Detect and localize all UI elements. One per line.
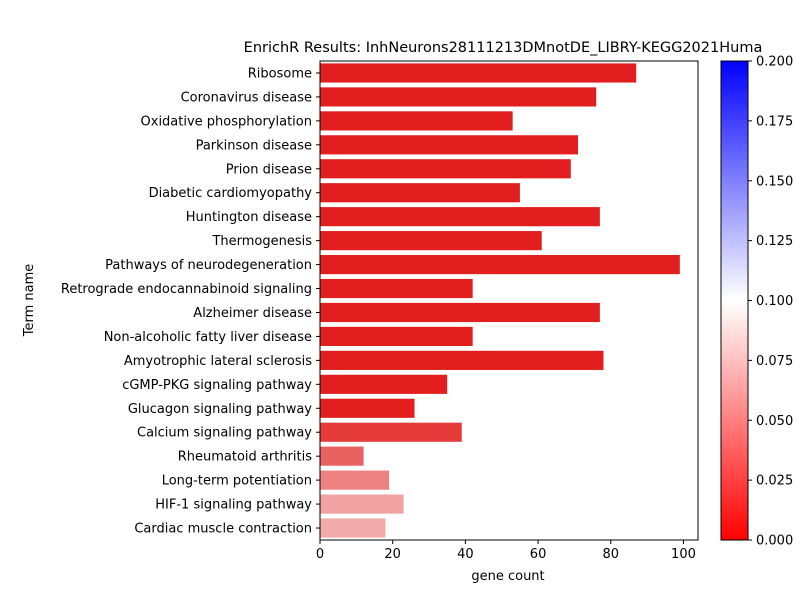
colorbar: 0.000 0.025 0.050 0.075 0.100 0.125 0.150 0.175… xyxy=(720,55,793,549)
bars-layer xyxy=(320,63,680,538)
y-tick-label: Diabetic cardiomyopathy xyxy=(149,186,313,201)
bar xyxy=(320,159,571,179)
plot-frame xyxy=(319,60,699,541)
bar xyxy=(320,231,542,251)
bar xyxy=(320,278,473,299)
bar xyxy=(320,254,680,275)
bar xyxy=(320,111,513,131)
y-tick-label: Non-alcoholic fatty liver disease xyxy=(104,330,312,345)
axes-layer: Ribosome Coronavirus disease Oxidative pho… xyxy=(61,60,699,562)
bar xyxy=(320,422,462,442)
y-tick-label: Retrograde endocannabinoid signaling xyxy=(61,282,312,297)
x-tick-label: 20 xyxy=(384,547,401,562)
y-tick-label: cGMP-PKG signaling pathway xyxy=(122,378,312,393)
bar xyxy=(320,87,597,107)
y-tick-label: Thermogenesis xyxy=(211,234,312,249)
colorbar-tick-label: 0.100 xyxy=(756,294,793,309)
colorbar-tick-label: 0.200 xyxy=(756,55,793,70)
colorbar-tick-label: 0.000 xyxy=(756,534,793,549)
y-axis-label: Term name xyxy=(22,264,37,338)
x-tick-label: 80 xyxy=(602,547,619,562)
y-tick-label: Calcium signaling pathway xyxy=(137,426,312,441)
y-tick-label: Cardiac muscle contraction xyxy=(134,522,312,537)
y-tick-label: Parkinson disease xyxy=(196,138,312,153)
bar xyxy=(320,207,600,227)
colorbar-tick-label: 0.050 xyxy=(756,414,793,429)
bar xyxy=(320,446,364,466)
bar xyxy=(320,518,386,538)
x-axis-label: gene count xyxy=(471,569,544,584)
bar xyxy=(320,135,579,155)
chart-title: EnrichR Results: InhNeurons28111213DMnot… xyxy=(244,40,763,56)
colorbar-gradient xyxy=(720,60,749,541)
bar xyxy=(320,326,473,347)
y-tick-label: Alzheimer disease xyxy=(193,306,312,321)
x-tick-label: 100 xyxy=(671,547,696,562)
y-tick-label: Prion disease xyxy=(226,162,312,177)
y-tick-label: Rheumatoid arthritis xyxy=(178,450,312,465)
y-tick-label: Pathways of neurodegeneration xyxy=(105,258,312,273)
bar xyxy=(320,350,604,370)
x-tick-label: 60 xyxy=(530,547,547,562)
bar xyxy=(320,63,637,83)
bar xyxy=(320,302,600,323)
bar xyxy=(320,398,415,418)
y-tick-label: Amyotrophic lateral sclerosis xyxy=(124,354,312,369)
y-tick-label: Huntington disease xyxy=(186,210,312,225)
y-tick-label: Long-term potentiation xyxy=(162,474,312,489)
colorbar-tick-label: 0.175 xyxy=(756,114,793,129)
bar xyxy=(320,494,404,514)
y-tick-label: Ribosome xyxy=(248,66,312,81)
colorbar-tick-label: 0.150 xyxy=(756,174,793,189)
y-tick-label: Oxidative phosphorylation xyxy=(141,114,312,129)
colorbar-tick-label: 0.025 xyxy=(756,474,793,489)
bar xyxy=(320,470,390,490)
bar xyxy=(320,374,448,394)
x-tick-label: 0 xyxy=(316,547,324,562)
bar xyxy=(320,183,520,203)
y-tick-label: Coronavirus disease xyxy=(181,90,312,105)
y-tick-label: HIF-1 signaling pathway xyxy=(155,498,312,513)
colorbar-tick-label: 0.125 xyxy=(756,234,793,249)
colorbar-tick-label: 0.075 xyxy=(756,354,793,369)
x-tick-label: 40 xyxy=(457,547,474,562)
y-tick-label: Glucagon signaling pathway xyxy=(128,402,312,417)
